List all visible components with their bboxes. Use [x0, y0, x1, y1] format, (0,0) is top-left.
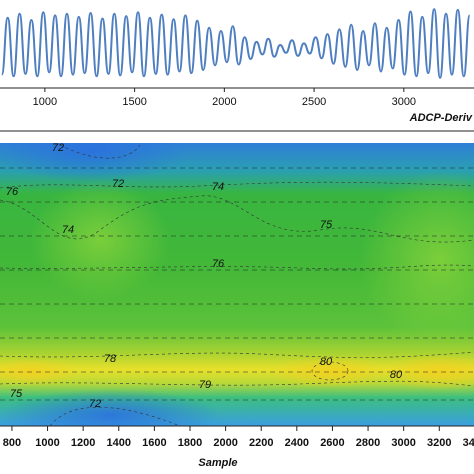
- contour-label: 80: [390, 369, 403, 381]
- contour-label: 80: [320, 356, 333, 368]
- x-tick-label: 1600: [142, 437, 166, 449]
- x-axis-label: Sample: [198, 457, 237, 469]
- contour-line: [0, 195, 474, 243]
- x-tick-label: 1000: [35, 437, 59, 449]
- x-tick-label: 3200: [427, 437, 451, 449]
- x-tick-label: 800: [3, 437, 21, 449]
- x-tick-label: 3000: [392, 96, 416, 108]
- contour-label: 75: [320, 219, 333, 231]
- x-tick-label: 2000: [212, 96, 236, 108]
- contour-label: 74: [212, 181, 224, 193]
- axis-label: ADCP-Deriv: [409, 112, 473, 124]
- x-tick-label: 3000: [391, 437, 415, 449]
- data-line: [0, 8, 471, 79]
- contour-label: 78: [104, 353, 117, 365]
- field-patch: [270, 356, 390, 388]
- contour-label: 76: [212, 258, 225, 270]
- contour-label: 72: [112, 178, 124, 190]
- heatmap: [0, 143, 474, 426]
- x-tick-label: 1400: [107, 437, 131, 449]
- contour-line: [0, 351, 474, 358]
- field-patch: [30, 180, 170, 300]
- contour-line: [0, 264, 474, 270]
- x-tick-label: 1000: [33, 96, 57, 108]
- sample-lines: [0, 167, 474, 401]
- field-patch: [360, 170, 474, 350]
- field-patch: [0, 143, 190, 182]
- contour-label: 79: [199, 379, 211, 391]
- contour-line: [0, 380, 474, 387]
- x-tick-label: 1800: [178, 437, 202, 449]
- x-tick-label: 2000: [213, 437, 237, 449]
- contour-line: [0, 181, 474, 189]
- contour-label: 76: [6, 186, 19, 198]
- x-tick-label: 2400: [285, 437, 309, 449]
- contour-label: 72: [89, 398, 101, 410]
- x-tick-label: 3400: [463, 437, 474, 449]
- contour-label: 74: [62, 224, 74, 236]
- field-patch: [0, 389, 220, 426]
- x-tick-label: 2600: [320, 437, 344, 449]
- x-tick-label: 1200: [71, 437, 95, 449]
- contour-line: [49, 407, 181, 426]
- contour-line: [59, 144, 141, 159]
- x-tick-label: 2800: [356, 437, 380, 449]
- x-tick-label: 2500: [302, 96, 326, 108]
- contour-label: 75: [10, 388, 23, 400]
- contour-line: [311, 361, 349, 381]
- contours: [0, 144, 474, 426]
- x-tick-label: 1500: [122, 96, 146, 108]
- contour-label: 72: [52, 142, 64, 154]
- x-tick-label: 2200: [249, 437, 273, 449]
